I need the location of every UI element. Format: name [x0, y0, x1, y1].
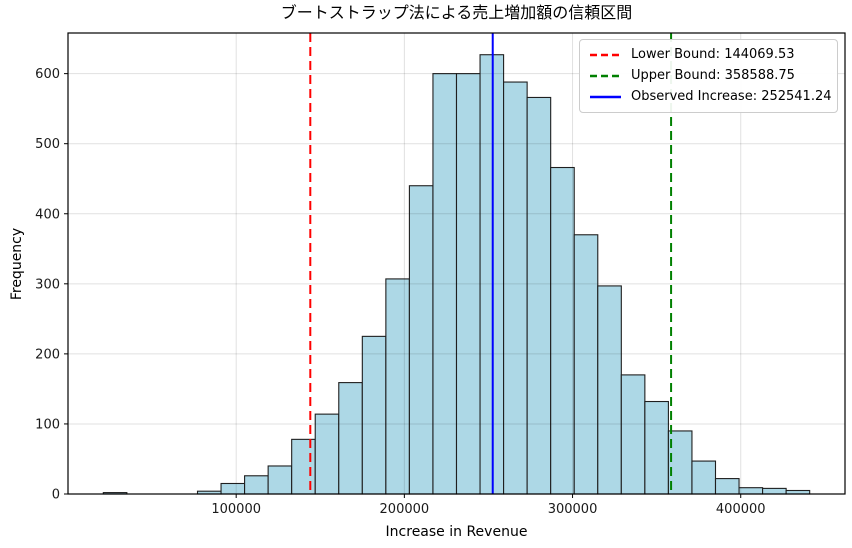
x-tick-label: 200000 [380, 502, 430, 517]
y-tick-label: 200 [35, 347, 60, 362]
upper-bound-dashed-line-icon [590, 74, 621, 78]
y-tick-label: 600 [35, 67, 60, 82]
lower-bound-dashed-line-icon [590, 53, 621, 57]
y-tick-label: 0 [52, 488, 60, 503]
observed-increase-solid-line-icon [590, 95, 621, 99]
histogram-bar [644, 400, 669, 495]
histogram-bar [314, 413, 340, 495]
plot-frame [67, 32, 846, 495]
y-tick-label: 500 [35, 137, 60, 152]
y-tick-label: 100 [35, 417, 60, 432]
histogram-bar [597, 285, 622, 495]
histogram-bar [762, 487, 787, 495]
histogram-bar [267, 465, 293, 495]
legend-label-lower-bound: Lower Bound: 144069.53 [631, 47, 795, 62]
histogram-bar [714, 478, 740, 495]
x-tick-label: 400000 [716, 502, 766, 517]
x-tick-label: 100000 [211, 502, 261, 517]
histogram-bar [573, 234, 599, 495]
y-tick-label: 400 [35, 207, 60, 222]
x-tick-label: 300000 [548, 502, 598, 517]
histogram-bar [738, 487, 764, 495]
histogram-bar [550, 166, 575, 495]
legend-label-observed-increase: Observed Increase: 252541.24 [631, 89, 832, 104]
histogram-bar [338, 382, 363, 495]
histogram-bar [691, 460, 717, 495]
y-axis-label: Frequency [9, 227, 25, 301]
histogram-bar [220, 482, 246, 495]
histogram-bar [408, 185, 434, 495]
legend: Lower Bound: 144069.53 Upper Bound: 3585… [579, 39, 838, 113]
histogram-bar [361, 335, 387, 495]
legend-item-upper-bound: Upper Bound: 358588.75 [589, 68, 828, 84]
y-tick-label: 300 [35, 277, 60, 292]
legend-label-upper-bound: Upper Bound: 358588.75 [631, 68, 795, 83]
x-axis-label: Increase in Revenue [385, 524, 528, 540]
histogram-bar [526, 96, 552, 495]
chart-title: ブートストラップ法による売上増加額の信頼区間 [280, 3, 633, 22]
histogram-bar [244, 475, 269, 495]
histogram-bar [385, 278, 410, 495]
histogram-bar [620, 374, 646, 495]
legend-item-observed-increase: Observed Increase: 252541.24 [589, 89, 832, 105]
legend-item-lower-bound: Lower Bound: 144069.53 [589, 47, 828, 63]
histogram-bar [291, 438, 316, 495]
